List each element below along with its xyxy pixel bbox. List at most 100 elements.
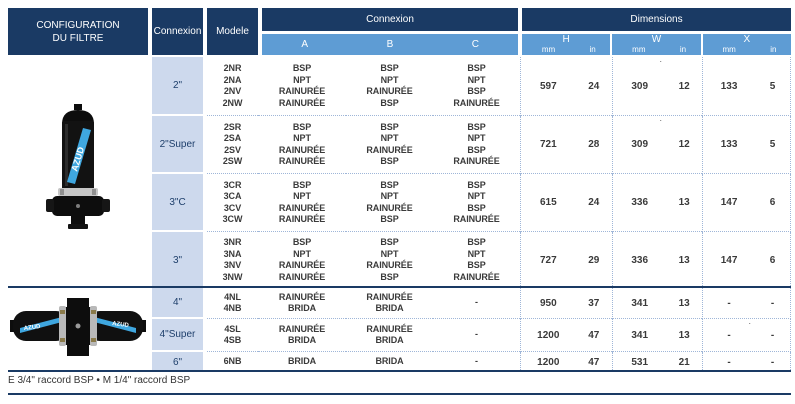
footnote-mark: · [748,318,752,328]
dim-h-label: H [562,34,570,45]
dim-w-cell: 341 13 [612,288,702,319]
dim-h-header: H mm in [522,34,610,55]
models-cell: 4SL 4SB [207,319,258,352]
connexion-b-value: NPT [380,74,399,85]
row-connexion-label: 2"Super [152,116,203,174]
config-header-line1: CONFIGURATION [36,19,120,31]
connexion-a-value: BSP [292,121,312,132]
dim-h-cell: 950 37 [520,288,612,319]
footnote-mark: · [659,56,663,66]
dim-h-mm-value: 1200 [537,356,560,368]
vertical-filter-graphic: AZUD [46,104,110,229]
connexion-c-value: RAINURÉE [453,271,500,282]
connexion-b-value: BSP [380,179,399,190]
a-cell: BSP NPT RAINURÉE RAINURÉE [258,174,346,232]
connexion-b-value: BSP [380,271,399,282]
b-cell: BRIDA [346,352,433,372]
connexion-group-header: Connexion A B C [262,8,518,55]
dim-x-cell: -- [702,352,791,372]
connexion-b-value: RAINURÉE [366,86,413,96]
connexion-a-value: NPT [293,74,311,85]
dim-x-cell: 147 6 [702,232,791,288]
dim-h-cell: 727 29 [520,232,612,288]
dim-h-in-value: 28 [588,139,600,150]
row-connexion-label: 3" [152,232,203,288]
dimensions-subheaders: H mm in W mm in X mm in [522,34,791,55]
dim-x-units: mm in [703,45,791,54]
dim-w-mm-value: 336 [631,254,649,266]
model-code: 2SR [223,121,242,132]
config-filtre-header: CONFIGURATION DU FILTRE [8,8,148,55]
section-separator-line [8,286,791,288]
dim-h-cell: 1200 47 [520,352,612,372]
dim-h-cell: 597 24 [520,57,612,116]
model-code: 2NW [222,97,243,108]
footnote-raccord: E 3/4" raccord BSP • M 1/4" raccord BSP [8,375,191,386]
unit-mm-label: mm [541,45,556,54]
connexion-a-value: BSP [292,63,312,73]
model-code: 2SW [222,156,243,166]
connexion-c-value: BSP [467,260,486,270]
connexion-a-value: RAINURÉE [278,323,326,334]
table-row: 6" 6NB BRIDA BRIDA -1200 47 531 21- - [152,352,791,372]
connexion-col-c-header: C [471,39,479,50]
connexion-b-value: RAINURÉE [366,202,413,213]
connexion-b-value: BSP [380,156,399,166]
a-cell: BSP NPT RAINURÉE RAINURÉE [258,116,346,174]
dim-x-in-value: 5 [769,80,776,92]
model-code: 3NA [223,248,242,259]
dim-w-cell: 309 12 · [612,116,702,174]
connexion-a-value: BRIDA [288,303,316,313]
connexion-col-b-header: B [386,39,394,50]
dim-x-in-value: - [770,297,775,309]
connexion-a-value: NPT [293,248,311,259]
row-connexion-label: 6" [152,352,203,372]
model-code: 3CV [223,202,242,213]
table-row: 2" 2NR 2NA 2NV 2NW BSP NPT RAINURÉE RAINURÉE BSP N… [152,57,791,116]
dim-h-in-value: 24 [588,197,600,208]
model-code: 3CR [223,179,242,190]
dim-h-in-value: 29 [588,254,600,266]
dim-w-in-value: 12 [678,80,690,92]
dim-h-in-value: 47 [588,356,600,368]
unit-mm-label: mm [722,45,736,54]
dim-w-in-value: 13 [678,329,690,341]
connexion-c-value: RAINURÉE [453,214,500,224]
a-cell: RAINURÉE BRIDA [258,319,346,352]
dim-h-cell: 615 24 [520,174,612,232]
connexion-c-value: BSP [467,86,486,96]
c-cell: BSP NPT BSP RAINURÉE [433,57,520,116]
c-cell: - [433,352,520,372]
dim-h-cell: 721 28 [520,116,612,174]
page-bottom-line [8,393,791,395]
model-code: 2SA [223,133,242,143]
connexion-c-value: BSP [467,202,486,213]
connexion-a-value: RAINURÉE [278,271,326,282]
dim-w-mm-value: 309 [631,139,649,150]
model-code: 2NR [223,63,242,73]
dim-w-mm-value: 309 [631,80,649,92]
dim-h-mm-value: 727 [539,254,557,266]
dim-h-in-value: 24 [588,80,600,92]
dim-h-mm-value: 950 [539,297,557,309]
dim-x-in-value: 5 [769,139,776,150]
c-cell: BSP NPT BSP RAINURÉE [433,116,520,174]
dim-h-mm-value: 615 [539,197,557,208]
connexion-b-value: BRIDA [375,303,404,313]
model-code: 3CW [222,214,243,224]
c-cell: - [433,288,520,319]
dimensions-group-title: Dimensions [522,8,791,31]
config-header-line2: DU FILTRE [52,32,104,44]
dim-h-units: mm in [522,45,610,54]
connexion-b-value: BSP [380,63,399,73]
c-cell: BSP NPT BSP RAINURÉE [433,174,520,232]
connexion-c-value: BSP [467,63,486,73]
dim-x-cell: -- [702,288,791,319]
model-code: 3NW [222,271,243,282]
dim-w-in-value: 12 [678,139,690,150]
azud-logo-text: AZUD [112,321,130,329]
dim-w-mm-value: 341 [631,297,649,309]
connexion-a-value: BSP [292,179,312,190]
connexion-a-value: RAINURÉE [278,144,326,155]
